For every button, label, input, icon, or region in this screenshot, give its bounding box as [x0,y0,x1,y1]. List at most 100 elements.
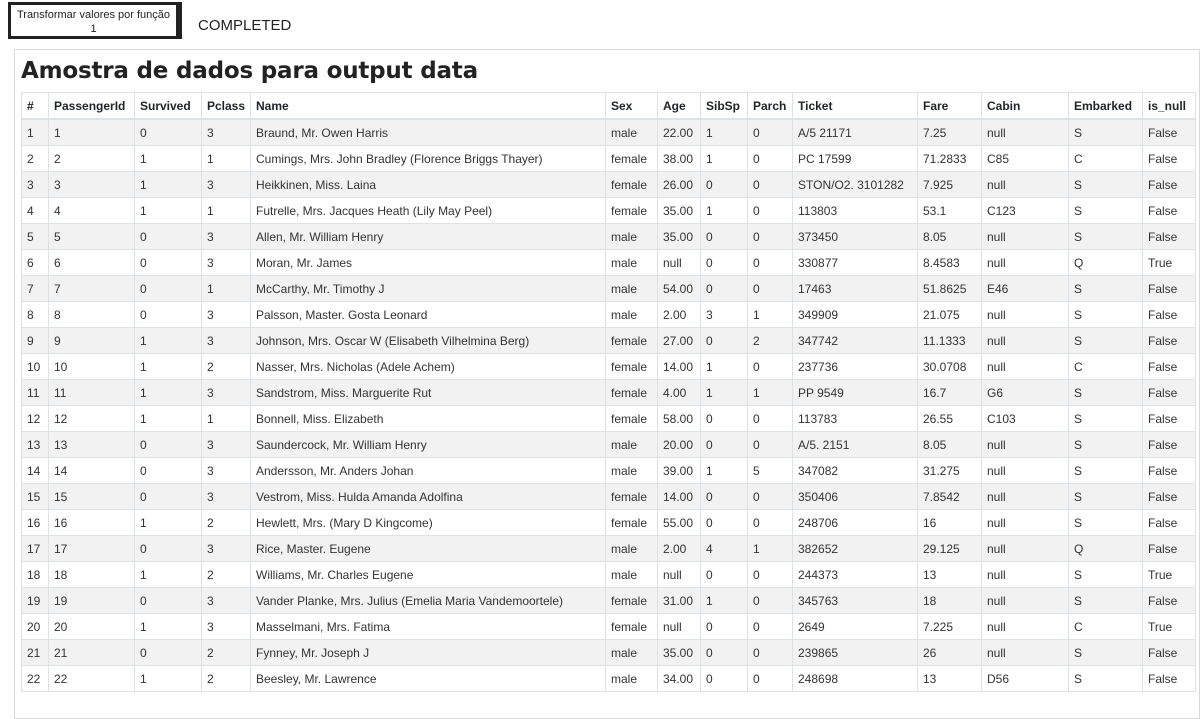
table-cell: 18 [21,561,49,588]
table-cell: null [981,353,1069,380]
table-cell: 0 [134,457,202,484]
table-cell: 3 [700,301,748,328]
table-cell: Q [1068,249,1143,276]
table-cell: C123 [981,197,1069,224]
table-cell: 1 [134,145,202,172]
table-cell: 6 [48,249,135,276]
table-cell: S [1068,223,1143,250]
table-cell: 16.7 [917,379,982,406]
table-cell: False [1142,353,1196,380]
table-cell: 53.1 [917,197,982,224]
table-cell: 0 [700,249,748,276]
table-cell: 1 [134,665,202,692]
table-cell: Williams, Mr. Charles Eugene [250,561,606,588]
panel-title: Amostra de dados para output data [21,58,478,84]
table-cell: C103 [981,405,1069,432]
table-cell: 0 [700,561,748,588]
column-header[interactable]: Cabin [981,92,1069,120]
table-cell: 0 [747,275,793,302]
table-cell: 15 [21,483,49,510]
column-header[interactable]: Parch [747,92,793,120]
table-cell: PP 9549 [792,379,918,406]
table-cell: 1 [700,379,748,406]
table-cell: null [657,249,701,276]
table-cell: 8.05 [917,431,982,458]
table-cell: G6 [981,379,1069,406]
column-header[interactable]: Fare [917,92,982,120]
table-cell: 35.00 [657,639,701,666]
column-header[interactable]: Name [250,92,606,120]
table-cell: 0 [747,561,793,588]
table-cell: 1 [134,327,202,354]
table-cell: 0 [747,223,793,250]
task-label: Transformar valores por função [16,9,171,21]
column-header[interactable]: Age [657,92,701,120]
table-cell: 11.1333 [917,327,982,354]
table-cell: 31.275 [917,457,982,484]
table-cell: null [981,327,1069,354]
table-cell: S [1068,431,1143,458]
table-row: 4 4 1 1 Futrelle, Mrs. Jacques Heath (Lily M… [21,197,1196,224]
table-cell: Vestrom, Miss. Hulda Amanda Adolfina [250,483,606,510]
column-header[interactable]: Ticket [792,92,918,120]
table-cell: C [1068,613,1143,640]
table-cell: S [1068,457,1143,484]
table-cell: 0 [134,483,202,510]
table-cell: 1 [201,145,251,172]
table-cell: 19 [21,587,49,614]
table-cell: 26.00 [657,171,701,198]
table-body: 1 1 0 3 Braund, Mr. Owen Harris male 22.00 1 0 A/… [21,118,1196,692]
table-row: 3 3 1 3 Heikkinen, Miss. Laina female 26.00 0 0 S… [21,171,1196,198]
table-cell: male [605,639,658,666]
table-cell: S [1068,118,1143,146]
table-cell: False [1142,405,1196,432]
task-node-box[interactable]: Transformar valores por função 1 [8,2,182,39]
column-header[interactable]: Survived [134,92,202,120]
table-cell: 0 [747,665,793,692]
column-header[interactable]: Embarked [1068,92,1143,120]
column-header[interactable]: # [21,92,49,120]
table-cell: 0 [134,223,202,250]
table-cell: 8.05 [917,223,982,250]
table-cell: male [605,275,658,302]
table-cell: 373450 [792,223,918,250]
table-cell: 17 [48,535,135,562]
table-cell: Hewlett, Mrs. (Mary D Kingcome) [250,509,606,536]
table-cell: 2649 [792,613,918,640]
column-header[interactable]: Pclass [201,92,251,120]
table-cell: null [981,639,1069,666]
table-cell: 71.2833 [917,145,982,172]
column-header[interactable]: PassengerId [48,92,135,120]
table-cell: 5 [747,457,793,484]
table-cell: 16 [21,509,49,536]
table-cell: 1 [700,457,748,484]
table-cell: 20.00 [657,431,701,458]
table-cell: 22.00 [657,118,701,146]
table-cell: null [981,457,1069,484]
table-cell: 0 [747,639,793,666]
table-cell: 1 [134,509,202,536]
table-cell: null [981,249,1069,276]
table-cell: 55.00 [657,509,701,536]
table-row: 18 18 1 2 Williams, Mr. Charles Eugene male nu… [21,561,1196,588]
table-cell: female [605,587,658,614]
table-cell: Nasser, Mrs. Nicholas (Adele Achem) [250,353,606,380]
table-cell: 4 [21,197,49,224]
table-cell: False [1142,301,1196,328]
table-cell: 1 [134,197,202,224]
table-cell: 2 [747,327,793,354]
table-cell: E46 [981,275,1069,302]
table-cell: null [981,535,1069,562]
table-cell: female [605,197,658,224]
table-cell: 7.225 [917,613,982,640]
column-header[interactable]: Sex [605,92,658,120]
table-cell: 2 [201,509,251,536]
table-cell: 0 [747,197,793,224]
column-header[interactable]: is_null [1142,92,1196,120]
table-cell: Rice, Master. Eugene [250,535,606,562]
column-header[interactable]: SibSp [700,92,748,120]
table-cell: Johnson, Mrs. Oscar W (Elisabeth Vilhelm… [250,327,606,354]
table-cell: 0 [747,145,793,172]
table-cell: 3 [201,118,251,146]
table-cell: null [981,223,1069,250]
